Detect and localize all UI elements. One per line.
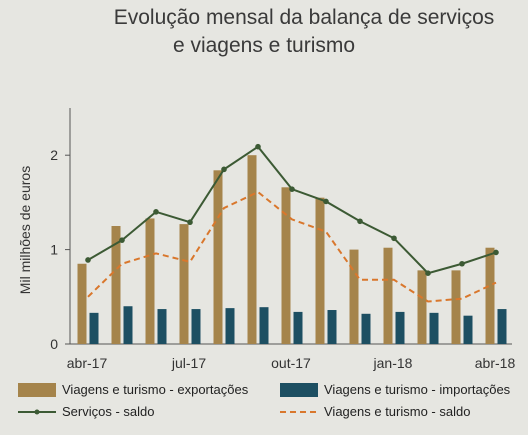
chart-title: Evolução mensal da balança de serviços e… — [0, 4, 528, 60]
x-tick-label: jan-18 — [373, 355, 413, 371]
point-servicos-saldo — [187, 219, 193, 226]
point-servicos-saldo — [289, 186, 295, 192]
legend-item-imports: Viagens e turismo - importações — [280, 382, 510, 397]
x-tick-label: abr-17 — [67, 355, 108, 371]
bar-exports — [451, 270, 461, 344]
chart-title-line-2: e viagens e turismo — [172, 34, 356, 57]
legend-label-exports: Viagens e turismo - exportações — [62, 382, 249, 397]
bar-exports — [281, 187, 291, 344]
legend-label-imports: Viagens e turismo - importações — [324, 382, 511, 397]
bar-imports — [463, 315, 473, 344]
bar-exports — [349, 249, 359, 344]
chart-plot: 0 1 2 Mil milhões de euros abr-17 jul-17 out-1… — [17, 108, 516, 371]
bar-exports — [111, 226, 121, 344]
point-servicos-saldo — [493, 249, 499, 256]
chart-title-line-1: Evolução mensal da balança de serviços — [113, 6, 495, 29]
x-tick-label: out-17 — [271, 355, 311, 371]
bar-exports — [213, 170, 223, 344]
legend-item-servicos: Serviços - saldo — [18, 404, 154, 419]
point-servicos-saldo — [425, 270, 431, 277]
line-vt-saldo — [87, 190, 497, 303]
y-tick-label: 0 — [50, 336, 58, 352]
bar-imports — [157, 309, 167, 344]
bar-exports — [315, 197, 325, 344]
legend-label-servicos: Serviços - saldo — [62, 404, 155, 419]
bar-exports — [485, 247, 495, 344]
point-servicos-saldo — [85, 257, 91, 263]
y-tick-label: 2 — [50, 147, 58, 163]
bar-imports — [259, 307, 269, 344]
point-servicos-saldo — [391, 235, 397, 242]
legend-swatch-vt-saldo — [280, 410, 318, 413]
bar-imports — [361, 313, 371, 344]
point-servicos-saldo — [119, 237, 125, 243]
bar-exports — [247, 155, 257, 344]
point-servicos-saldo — [221, 166, 227, 173]
bar-imports — [497, 309, 507, 344]
legend-label-vt-saldo: Viagens e turismo - saldo — [324, 404, 471, 419]
bar-imports — [327, 310, 337, 344]
bar-exports — [383, 247, 393, 344]
y-axis-label: Mil milhões de euros — [17, 166, 33, 294]
point-servicos-saldo — [357, 218, 363, 225]
bar-exports — [179, 224, 189, 344]
point-servicos-saldo — [323, 198, 329, 205]
bar-imports — [225, 308, 235, 344]
legend-swatch-imports — [280, 382, 318, 397]
x-tick-label: jul-17 — [171, 355, 206, 371]
legend-item-vt-saldo: Viagens e turismo - saldo — [280, 404, 470, 419]
y-tick-label: 1 — [50, 242, 58, 258]
bar-exports — [77, 263, 87, 344]
bar-imports — [293, 311, 303, 344]
point-servicos-saldo — [255, 143, 261, 150]
bar-exports — [145, 218, 155, 344]
legend-item-exports: Viagens e turismo - exportações — [18, 382, 248, 397]
bar-imports — [191, 309, 201, 344]
bar-imports — [89, 312, 99, 344]
legend-swatch-servicos — [18, 409, 56, 414]
bar-exports — [417, 270, 427, 344]
legend-swatch-exports — [18, 382, 56, 397]
bar-imports — [395, 311, 405, 344]
bar-imports — [123, 306, 133, 344]
point-servicos-saldo — [153, 209, 159, 215]
point-servicos-saldo — [459, 260, 465, 267]
bar-imports — [429, 312, 439, 344]
x-tick-label: abr-18 — [475, 355, 516, 371]
